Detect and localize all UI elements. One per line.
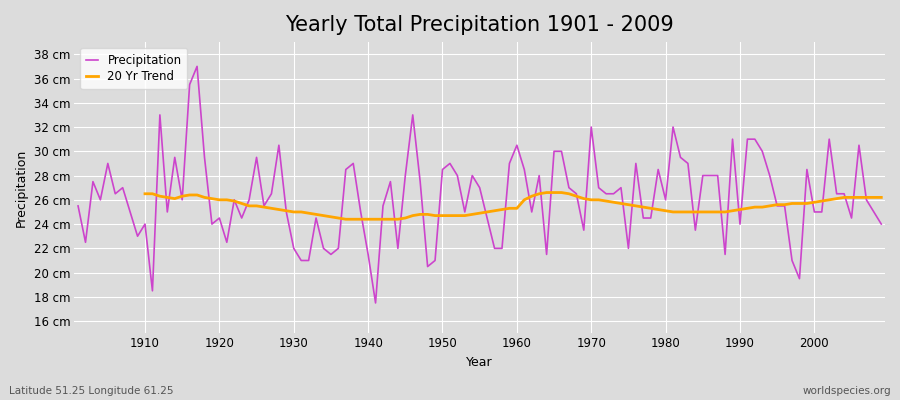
Precipitation (73, 204, 84, 208)
20 Yr Trend (593, 198, 604, 202)
Text: worldspecies.org: worldspecies.org (803, 386, 891, 396)
Precipitation (347, 161, 358, 166)
20 Yr Trend (853, 195, 864, 200)
Line: 20 Yr Trend: 20 Yr Trend (145, 192, 881, 219)
Precipitation (303, 258, 314, 263)
Precipitation (370, 300, 381, 305)
20 Yr Trend (541, 190, 552, 195)
20 Yr Trend (140, 191, 150, 196)
Precipitation (526, 210, 537, 214)
20 Yr Trend (281, 208, 292, 213)
20 Yr Trend (340, 217, 351, 222)
20 Yr Trend (310, 212, 321, 217)
Y-axis label: Precipitation: Precipitation (15, 148, 28, 227)
Precipitation (616, 185, 626, 190)
Text: Latitude 51.25 Longitude 61.25: Latitude 51.25 Longitude 61.25 (9, 386, 174, 396)
Precipitation (132, 234, 143, 239)
20 Yr Trend (832, 196, 842, 201)
20 Yr Trend (876, 195, 886, 200)
Precipitation (519, 167, 530, 172)
X-axis label: Year: Year (466, 356, 493, 369)
Line: Precipitation: Precipitation (78, 66, 881, 303)
Precipitation (876, 222, 886, 226)
Legend: Precipitation, 20 Yr Trend: Precipitation, 20 Yr Trend (80, 48, 187, 89)
Precipitation (192, 64, 202, 69)
20 Yr Trend (526, 194, 537, 198)
Title: Yearly Total Precipitation 1901 - 2009: Yearly Total Precipitation 1901 - 2009 (285, 15, 674, 35)
